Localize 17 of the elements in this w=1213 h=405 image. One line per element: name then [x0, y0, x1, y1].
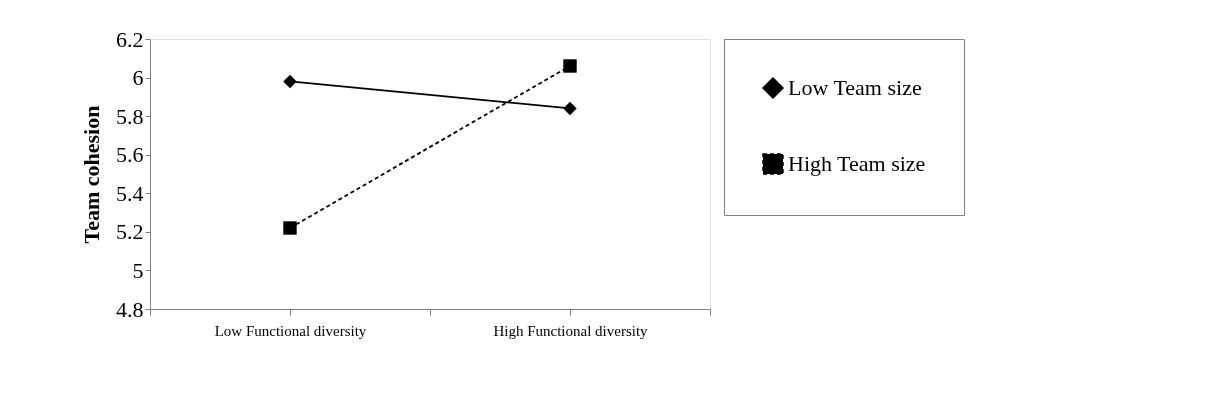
point: [563, 59, 577, 73]
y-tick-label: 6.2: [116, 26, 144, 52]
y-tick-label: 5: [132, 257, 144, 283]
y-tick-label: 5.8: [116, 103, 144, 129]
y-tick-label: 6: [132, 65, 144, 91]
point: [283, 221, 297, 235]
y-tick-label: 5.2: [116, 219, 144, 245]
y-tick-label: 4.8: [116, 296, 144, 322]
point: [563, 101, 577, 116]
y-tick-label: 5.6: [116, 142, 144, 168]
x-tick-label: High Functional diversity: [493, 322, 649, 339]
legend-label: Low Team size: [788, 75, 922, 100]
legend-label: High Team size: [788, 151, 926, 176]
x-tick-label: Low Functional diversity: [214, 322, 367, 339]
y-axis-title: Team cohesion: [79, 105, 104, 244]
point: [283, 74, 297, 89]
y-tick-label: 5.4: [116, 180, 144, 206]
